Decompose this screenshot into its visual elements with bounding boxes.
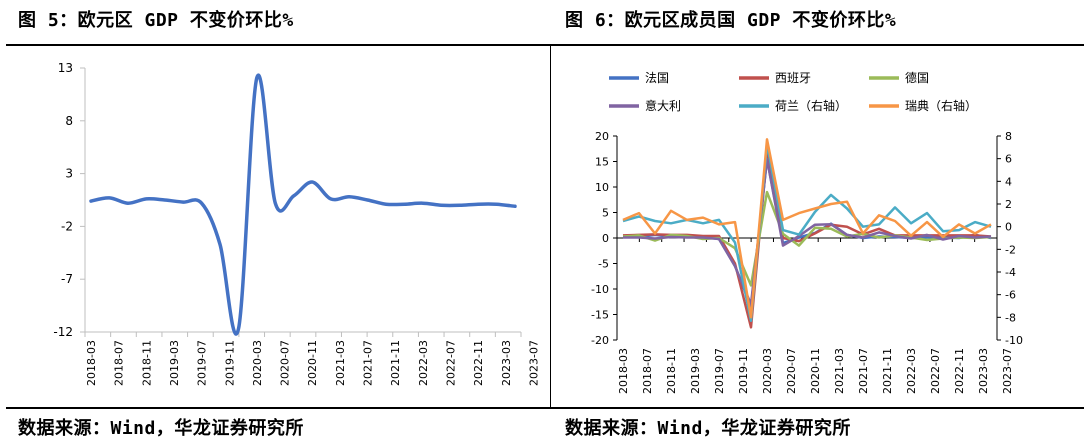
y-left-tick-label: 0 [602, 232, 609, 245]
legend-label: 意大利 [645, 98, 681, 113]
x-tick-label: 2019-11 [223, 340, 236, 386]
x-tick-label: 2023-07 [527, 340, 540, 386]
x-tick-label: 2022-11 [953, 348, 966, 394]
x-tick-label: 2018-03 [85, 340, 98, 386]
x-tick-label: 2019-11 [737, 348, 750, 394]
legend-label: 德国 [905, 70, 929, 85]
y-right-tick-label: -8 [1005, 311, 1016, 324]
left-source: 数据来源：Wind，华龙证券研究所 [18, 418, 304, 439]
bottom-rule [6, 407, 1084, 409]
series-line-荷兰（右轴） [622, 142, 992, 322]
y-left-tick-label: 20 [595, 130, 609, 143]
y-right-tick-label: 4 [1005, 175, 1012, 188]
x-tick-label: 2019-07 [713, 348, 726, 394]
series-line-西班牙 [622, 152, 992, 329]
series-line-瑞典（右轴） [622, 138, 992, 319]
x-tick-label: 2022-03 [905, 348, 918, 394]
legend-label: 法国 [645, 71, 669, 85]
x-tick-label: 2020-07 [785, 348, 798, 394]
x-tick-label: 2022-03 [417, 340, 430, 386]
y-tick-label: 13 [58, 61, 73, 75]
y-left-tick-label: 10 [595, 181, 609, 194]
top-rule [6, 44, 1084, 46]
legend-label: 荷兰（右轴） [775, 98, 847, 113]
series-line-德国 [622, 190, 992, 287]
y-tick-label: 8 [65, 114, 73, 128]
x-tick-label: 2020-03 [251, 340, 264, 386]
x-tick-label: 2018-07 [113, 340, 126, 386]
x-tick-label: 2023-03 [500, 340, 513, 386]
y-right-tick-label: 6 [1005, 153, 1012, 166]
legend-label: 瑞典（右轴） [905, 98, 977, 113]
x-tick-label: 2021-11 [881, 348, 894, 394]
y-right-tick-label: -4 [1005, 266, 1016, 279]
x-tick-label: 2021-07 [362, 340, 375, 386]
series-line-法国 [623, 157, 992, 309]
y-tick-label: 3 [65, 167, 73, 181]
x-tick-label: 2021-03 [833, 348, 846, 394]
x-tick-label: 2018-11 [665, 348, 678, 394]
y-left-tick-label: -5 [598, 258, 609, 271]
x-tick-label: 2022-11 [472, 340, 485, 386]
y-left-tick-label: 15 [595, 156, 609, 169]
x-tick-label: 2020-07 [279, 340, 292, 386]
y-tick-label: -12 [53, 325, 73, 339]
panel-divider [550, 45, 551, 407]
y-right-tick-label: -10 [1005, 334, 1023, 347]
y-right-tick-label: 2 [1005, 198, 1012, 211]
x-tick-label: 2018-07 [641, 348, 654, 394]
series-line-euro-area [89, 73, 517, 336]
x-tick-label: 2020-11 [306, 340, 319, 386]
legend-label: 西班牙 [775, 71, 811, 85]
x-tick-label: 2023-03 [977, 348, 990, 394]
chart-euro-area-gdp: 13 8 3 -2 -7 -12 2018-03 2018-07 2018-11 2019-03 2… [53, 61, 540, 386]
x-tick-label: 2018-03 [617, 348, 630, 394]
y-right-tick-label: 8 [1005, 130, 1012, 143]
y-tick-label: -2 [61, 219, 73, 233]
x-tick-label: 2023-07 [1001, 348, 1014, 394]
x-tick-label: 2019-03 [168, 340, 181, 386]
y-left-tick-label: -10 [591, 283, 609, 296]
y-left-tick-label: 5 [602, 207, 609, 220]
x-tick-label: 2019-03 [689, 348, 702, 394]
y-right-tick-label: -2 [1005, 243, 1016, 256]
x-tick-label: 2022-07 [444, 340, 457, 386]
chart-member-states-gdp: 20151050-5-10-15-2086420-2-4-6-8-102018-… [591, 70, 1023, 394]
x-tick-label: 2021-11 [389, 340, 402, 386]
left-figure-title: 图 5：欧元区 GDP 不变价环比% [18, 10, 294, 31]
series-line-意大利 [623, 157, 992, 306]
right-source: 数据来源：Wind，华龙证券研究所 [565, 418, 851, 439]
x-tick-label: 2019-07 [196, 340, 209, 386]
y-tick-label: -7 [61, 272, 73, 286]
x-tick-label: 2018-11 [140, 340, 153, 386]
y-right-tick-label: -6 [1005, 289, 1016, 302]
x-tick-label: 2022-07 [929, 348, 942, 394]
x-tick-label: 2020-11 [809, 348, 822, 394]
y-left-tick-label: -20 [591, 334, 609, 347]
x-tick-label: 2021-07 [857, 348, 870, 394]
x-tick-label: 2021-03 [334, 340, 347, 386]
y-left-tick-label: -15 [591, 309, 609, 322]
y-right-tick-label: 0 [1005, 221, 1012, 234]
right-figure-title: 图 6：欧元区成员国 GDP 不变价环比% [565, 10, 897, 31]
x-tick-label: 2020-03 [761, 348, 774, 394]
